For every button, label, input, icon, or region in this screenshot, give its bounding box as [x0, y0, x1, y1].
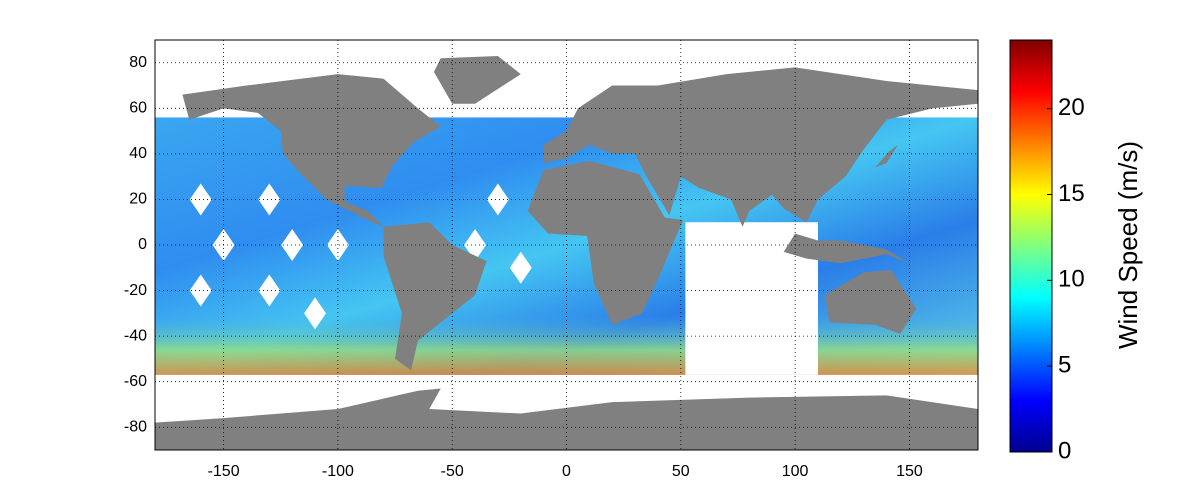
y-tick-label: 20 [129, 191, 147, 208]
swath-gap [258, 183, 281, 216]
x-tick-label: 100 [782, 463, 809, 480]
y-tick-label: 80 [129, 54, 147, 71]
colorbar-tick-label: 10 [1058, 266, 1085, 293]
y-tick-label: 60 [129, 100, 147, 117]
x-tick-label: 0 [562, 463, 571, 480]
y-tick-label: -80 [124, 418, 147, 435]
land [383, 222, 487, 371]
land [783, 233, 910, 264]
land [182, 74, 441, 227]
swath-gap [189, 274, 212, 307]
swath-gap [304, 297, 327, 330]
x-tick-label: -50 [441, 463, 464, 480]
land [824, 270, 917, 334]
colorbar-tick-label: 15 [1058, 180, 1085, 207]
colorbar-tick-label: 0 [1058, 437, 1071, 464]
x-tick-label: -150 [208, 463, 240, 480]
swath-gap [281, 229, 304, 261]
x-tick-label: 150 [896, 463, 923, 480]
plot-frame [154, 39, 979, 451]
land [527, 160, 684, 325]
colorbar-label: Wind Speed (m/s) [1113, 141, 1143, 349]
land [155, 388, 978, 450]
x-tick-label: 50 [672, 463, 690, 480]
y-tick-label: -40 [124, 327, 147, 344]
colorbar [1009, 39, 1053, 453]
y-tick-label: -20 [124, 282, 147, 299]
swath-gap [258, 274, 281, 307]
y-tick-label: 0 [138, 236, 147, 253]
y-tick-label: 40 [129, 145, 147, 162]
land [543, 67, 978, 227]
colorbar-tick-label: 20 [1058, 94, 1085, 121]
y-tick-label: -60 [124, 373, 147, 390]
land [433, 55, 521, 104]
colorbar-tick-label: 5 [1058, 352, 1071, 379]
land [863, 144, 898, 173]
swath-gap [189, 183, 212, 216]
swath-gap [486, 183, 509, 216]
swath-gap [509, 251, 532, 284]
x-tick-label: -100 [322, 463, 354, 480]
